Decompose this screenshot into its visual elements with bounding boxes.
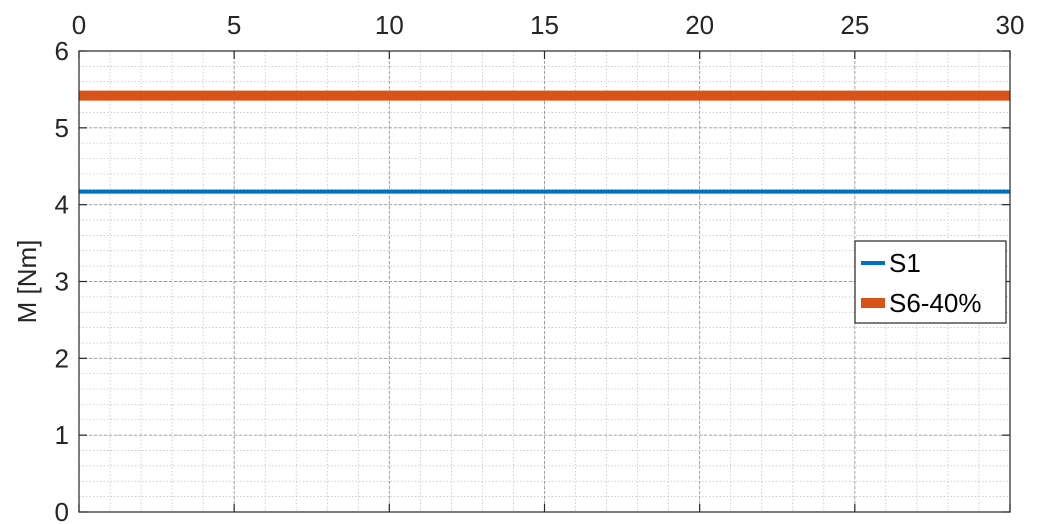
x-tick-label: 0 [72, 10, 86, 40]
x-tick-label: 10 [375, 10, 404, 40]
y-tick-label: 1 [55, 420, 69, 450]
x-tick-label: 5 [227, 10, 241, 40]
tick-marks [78, 50, 1011, 513]
y-tick-labels: 0 1 2 3 4 5 6 [55, 36, 69, 524]
legend-label-1: S6-40% [889, 288, 982, 318]
legend-box [854, 240, 1007, 324]
x-tick-label: 15 [530, 10, 559, 40]
y-tick-label: 5 [55, 113, 69, 143]
y-axis-title: M [Nm] [12, 240, 42, 324]
x-tick-label: 20 [685, 10, 714, 40]
legend-label-0: S1 [889, 248, 921, 278]
y-tick-label: 6 [55, 36, 69, 66]
y-tick-label: 3 [55, 267, 69, 297]
y-tick-label: 2 [55, 343, 69, 373]
y-tick-label: 0 [55, 497, 69, 524]
series-layer [79, 90, 1010, 194]
x-tick-label: 25 [840, 10, 869, 40]
x-tick-labels: 0 5 10 15 20 25 30 [72, 10, 1025, 40]
legend: S1 S6-40% [854, 240, 1007, 324]
x-tick-label: 30 [996, 10, 1025, 40]
y-tick-label: 4 [55, 190, 69, 220]
